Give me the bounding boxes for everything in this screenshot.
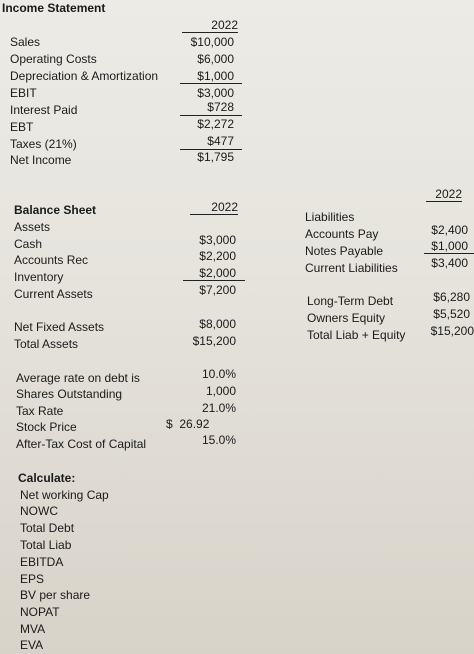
bs-label-total-liab-equity: Total Liab + Equity	[307, 328, 406, 342]
bs-label-long-term-debt: Long-Term Debt	[307, 294, 394, 308]
is-label-taxes: Taxes (21%)	[10, 137, 77, 151]
bs-value-net-fixed-assets: $8,000	[199, 317, 236, 331]
other-value-after-tax-cost: 15.0%	[201, 433, 236, 447]
bs-label-accounts-pay: Accounts Pay	[305, 227, 379, 241]
calc-item-total-liab: Total Liab	[20, 538, 72, 552]
is-value-depreciation: $1,000	[197, 69, 234, 83]
bs-label-net-fixed-assets: Net Fixed Assets	[14, 320, 105, 334]
bs-label-total-assets: Total Assets	[14, 337, 79, 351]
income-statement-title: Income Statement	[2, 1, 106, 15]
calc-item-total-debt: Total Debt	[20, 521, 75, 535]
is-value-interest: $728	[207, 100, 234, 114]
other-label-tax-rate: Tax Rate	[16, 404, 64, 418]
divider	[424, 253, 474, 254]
bs-value-owners-equity: $5,520	[433, 307, 470, 321]
other-label-shares: Shares Outstanding	[16, 387, 123, 401]
is-value-sales: $10,000	[190, 35, 234, 49]
bs-value-accounts-pay: $2,400	[431, 223, 468, 237]
other-value-stock-price: $ 26.92	[166, 417, 210, 431]
calculate-title: Calculate:	[18, 471, 76, 485]
is-value-operating-costs: $6,000	[197, 52, 234, 66]
liabilities-label: Liabilities	[305, 210, 355, 224]
other-label-avg-rate: Average rate on debt is	[16, 371, 140, 385]
bs-label-inventory: Inventory	[14, 270, 64, 284]
bs-value-long-term-debt: $6,280	[433, 290, 470, 304]
balance-year: 2022	[190, 200, 238, 215]
calc-item-ebitda: EBITDA	[20, 555, 64, 569]
calc-item-eps: EPS	[20, 572, 45, 586]
assets-label: Assets	[14, 220, 51, 234]
bs-value-current-assets: $7,200	[199, 283, 236, 297]
other-label-stock-price: Stock Price	[16, 420, 77, 434]
is-value-ebit: $3,000	[197, 86, 234, 100]
is-value-taxes: $477	[207, 134, 234, 148]
balance-sheet-title: Balance Sheet	[14, 203, 97, 217]
divider	[183, 280, 245, 281]
is-label-ebt: EBT	[10, 120, 34, 134]
bs-value-notes-payable: $1,000	[431, 239, 468, 253]
other-label-after-tax-cost: After-Tax Cost of Capital	[16, 437, 147, 451]
is-label-ebit: EBIT	[10, 86, 37, 100]
is-label-sales: Sales	[10, 35, 41, 49]
divider	[180, 149, 242, 150]
divider	[180, 83, 242, 84]
calc-item-nopat: NOPAT	[20, 605, 60, 619]
other-value-avg-rate: 10.0%	[201, 367, 236, 381]
calc-item-mva: MVA	[20, 622, 46, 636]
is-label-depreciation: Depreciation & Amortization	[10, 69, 159, 83]
is-label-operating-costs: Operating Costs	[10, 52, 97, 66]
bs-label-owners-equity: Owners Equity	[307, 311, 386, 325]
other-value-tax-rate: 21.0%	[201, 401, 236, 415]
other-value-shares: 1,000	[205, 384, 236, 398]
calc-item-nowc: NOWC	[20, 504, 58, 518]
bs-value-accounts-rec: $2,200	[199, 249, 236, 263]
bs-value-total-assets: $15,200	[192, 334, 236, 348]
is-value-net-income: $1,795	[197, 150, 234, 164]
is-value-ebt: $2,272	[197, 117, 234, 131]
calc-item-bv-per-share: BV per share	[20, 588, 91, 602]
bs-label-cash: Cash	[14, 237, 43, 251]
liabilities-year: 2022	[426, 187, 462, 202]
bs-value-inventory: $2,000	[199, 266, 236, 280]
bs-label-current-assets: Current Assets	[14, 287, 93, 301]
bs-value-current-liabilities: $3,400	[431, 256, 468, 270]
calc-item-net-working-cap: Net working Cap	[20, 488, 109, 502]
bs-value-total-liab-equity: $15,200	[430, 324, 474, 338]
bs-label-notes-payable: Notes Payable	[305, 244, 384, 258]
income-year: 2022	[182, 18, 238, 33]
divider	[180, 115, 242, 116]
bs-label-current-liabilities: Current Liabilities	[305, 261, 398, 275]
bs-label-accounts-rec: Accounts Rec	[14, 253, 89, 267]
bs-value-cash: $3,000	[199, 233, 236, 247]
calc-item-eva: EVA	[20, 638, 44, 652]
is-label-interest: Interest Paid	[10, 103, 78, 117]
is-label-net-income: Net Income	[10, 153, 72, 167]
